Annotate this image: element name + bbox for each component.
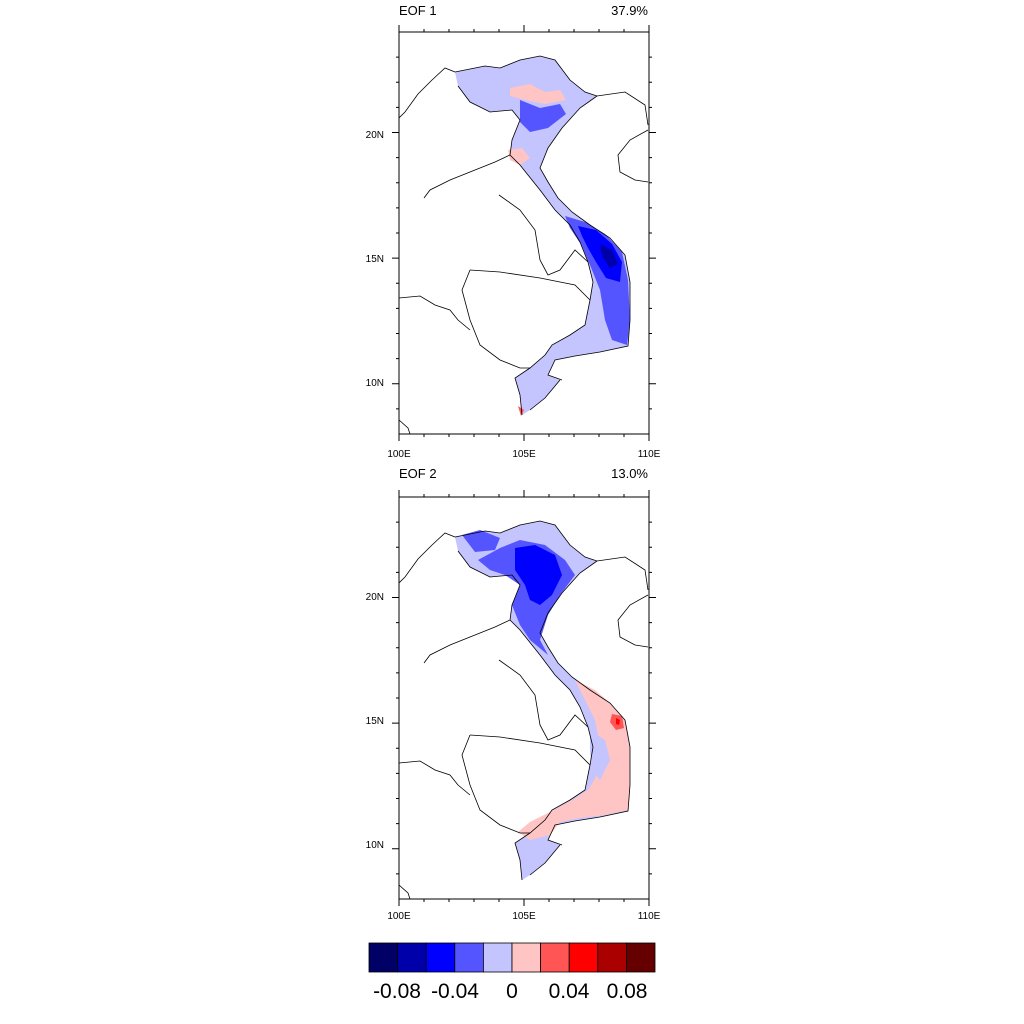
colorbar-boxes xyxy=(368,942,656,973)
eof1-field-pink1 xyxy=(510,84,566,104)
eof2-field-strong-north xyxy=(515,545,562,605)
colorbar-label-zero: 0 xyxy=(506,980,518,1003)
eof1-lon-100e: 100E xyxy=(387,449,411,460)
colorbar-box xyxy=(482,942,513,973)
eof1-field-pink2 xyxy=(508,148,530,165)
eof1-map xyxy=(399,55,649,434)
colorbar-box xyxy=(540,942,570,973)
eof2-title: EOF 2 xyxy=(399,466,437,481)
eof2-field-mid-west xyxy=(462,530,500,552)
eof1-lon-110e: 110E xyxy=(638,449,661,460)
eof2-lon-105e: 105E xyxy=(512,911,536,922)
colorbar-label-008: 0.08 xyxy=(607,980,648,1003)
eof2-map xyxy=(399,520,649,899)
eof1-field-base xyxy=(455,56,630,415)
eof2-lat-20n: 20N xyxy=(366,592,384,603)
eof2-ticks xyxy=(392,490,656,906)
eof1-field-strong xyxy=(578,226,622,282)
colorbar-box xyxy=(397,942,427,973)
eof1-field-red-tip xyxy=(518,406,524,416)
eof1-lat-15n: 15N xyxy=(366,254,384,265)
colorbar-box xyxy=(597,942,627,973)
eof1-variance: 37.9% xyxy=(611,3,648,18)
colorbar-label-004: 0.04 xyxy=(549,980,590,1003)
colorbar-box xyxy=(454,942,484,973)
eof2-field-blue-south xyxy=(590,730,610,780)
eof1-lon-105e: 105E xyxy=(512,449,536,460)
eof1-panel: EOF 1 37.9% xyxy=(366,3,661,460)
eof2-lon-110e: 110E xyxy=(638,911,661,922)
colorbar-box xyxy=(511,942,542,973)
eof2-variance: 13.0% xyxy=(611,466,648,481)
eof1-lat-10n: 10N xyxy=(366,378,384,389)
eof2-lon-100e: 100E xyxy=(387,911,411,922)
eof2-coastlines xyxy=(399,520,649,899)
eof1-coastlines xyxy=(399,55,649,434)
eof1-title: EOF 1 xyxy=(399,3,437,18)
eof1-field-darkest xyxy=(600,244,618,268)
eof1-ticks xyxy=(392,25,656,441)
eof2-field-base xyxy=(455,521,630,880)
eof1-field-mid2 xyxy=(520,100,566,132)
colorbar-box xyxy=(425,942,456,973)
colorbar-box xyxy=(626,942,656,973)
eof2-field-darkred-hotspot xyxy=(616,718,620,725)
colorbar-label-neg004: -0.04 xyxy=(431,980,479,1003)
colorbar-box xyxy=(568,942,599,973)
eof2-lat-10n: 10N xyxy=(366,840,384,851)
colorbar-label-neg008: -0.08 xyxy=(373,980,421,1003)
eof2-lat-15n: 15N xyxy=(366,716,384,727)
colorbar: -0.08 -0.04 0 0.04 0.08 xyxy=(368,942,656,1003)
eof2-panel: EOF 2 13.0% xyxy=(366,466,661,922)
eof1-lat-20n: 20N xyxy=(366,130,384,141)
eof2-field-pink-south xyxy=(518,680,630,840)
colorbar-box xyxy=(368,942,399,973)
